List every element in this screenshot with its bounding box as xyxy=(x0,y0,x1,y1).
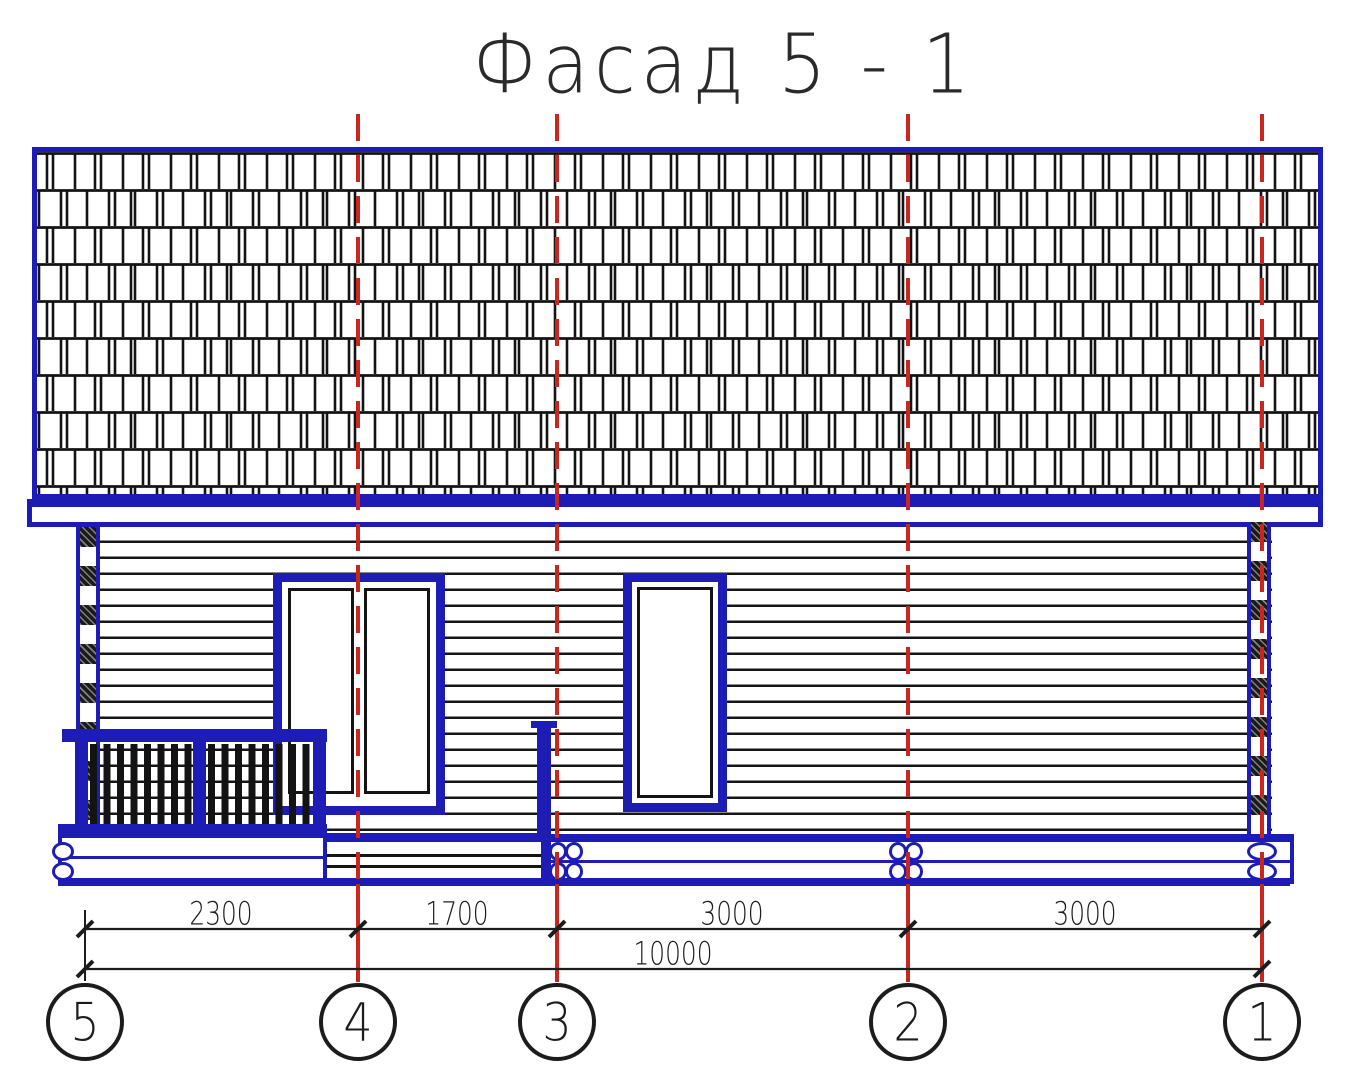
railing-balusters-right xyxy=(208,744,313,828)
roof xyxy=(32,147,1323,499)
axis-marker-4: 4 xyxy=(319,983,397,1061)
railing-post-2 xyxy=(193,729,206,839)
axis-line-2-lower xyxy=(906,884,910,982)
axis-line-4 xyxy=(356,114,360,884)
axis-line-2 xyxy=(906,114,910,884)
dim-segment-4-3: 1700 xyxy=(425,896,489,933)
axis-line-1 xyxy=(1260,114,1264,884)
porch-steps xyxy=(327,833,541,884)
dim-segment-2-1: 3000 xyxy=(1053,896,1117,933)
axis-marker-1: 1 xyxy=(1223,983,1301,1061)
door-leaf-right xyxy=(364,588,430,794)
axis-marker-3: 3 xyxy=(518,983,596,1061)
log-end xyxy=(52,842,74,861)
drawing-title: Фасад 5 - 1 xyxy=(472,16,976,113)
shingle-pattern xyxy=(37,152,1318,494)
dim-total: 10000 xyxy=(633,936,713,973)
axis-number: 4 xyxy=(343,990,373,1054)
axis-line-3-lower xyxy=(555,884,559,982)
window-pane xyxy=(637,587,713,798)
log-end xyxy=(565,842,583,861)
dim-segment-3-2: 3000 xyxy=(700,896,764,933)
axis-marker-2: 2 xyxy=(869,983,947,1061)
fascia-board xyxy=(27,499,1323,527)
foundation-beam xyxy=(551,834,1294,884)
railing-balusters-left xyxy=(90,744,193,828)
axis-number: 1 xyxy=(1247,990,1277,1054)
newel-post-cap xyxy=(531,721,557,728)
axis-number: 3 xyxy=(542,990,572,1054)
axis-line-3 xyxy=(555,114,559,884)
axis-number: 5 xyxy=(70,990,100,1054)
axis-number: 2 xyxy=(893,990,923,1054)
dim-segment-5-4: 2300 xyxy=(189,896,253,933)
ground-line xyxy=(58,878,1290,886)
axis-line-4-lower xyxy=(356,884,360,982)
axis-marker-5: 5 xyxy=(46,983,124,1061)
axis-line-1-lower xyxy=(1260,884,1264,982)
window xyxy=(623,573,727,812)
